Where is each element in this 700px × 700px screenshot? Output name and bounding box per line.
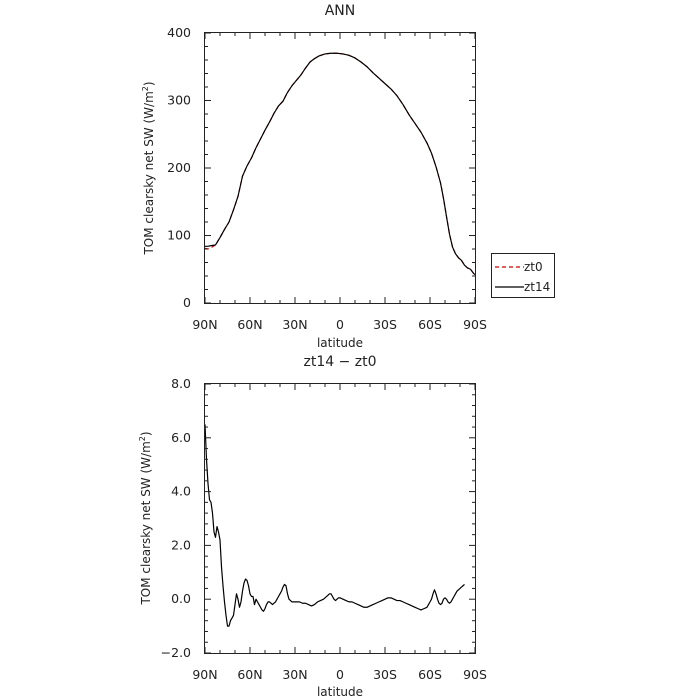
y-axis-label-superscript: 2 xyxy=(138,436,147,441)
y-axis-label-text: TOM clearsky net SW (W/m xyxy=(142,91,156,255)
x-tick-label: 0 xyxy=(336,317,344,332)
x-tick-label: 30N xyxy=(282,317,307,332)
y-axis-label: TOM clearsky net SW (W/m2) xyxy=(138,431,153,605)
x-tick-label: 0 xyxy=(336,667,344,682)
x-tick-label: 90S xyxy=(463,667,487,682)
y-tick-label: 2.0 xyxy=(171,537,191,552)
x-axis-label: latitude xyxy=(317,685,363,699)
x-tick-label: 30S xyxy=(373,667,397,682)
series-line-difference xyxy=(204,424,465,627)
ticks-group: 90N 60N 30N 0 30S 60S 90S −2.0 0.0 2.0 4.0 6.0 8.0 xyxy=(161,376,487,682)
x-tick-label: 60S xyxy=(418,317,442,332)
y-tick-label: 400 xyxy=(167,25,191,40)
x-tick-label: 60N xyxy=(237,317,262,332)
y-tick-label: 8.0 xyxy=(171,376,191,391)
y-tick-label: −2.0 xyxy=(161,645,191,660)
chart-annual-mean: ANN 90N 60N 30N 0 30S 60S 90S 0 100 200 300 400 lat… xyxy=(141,3,555,350)
x-tick-label: 90N xyxy=(192,667,217,682)
x-tick-label: 90S xyxy=(463,317,487,332)
y-tick-label: 4.0 xyxy=(171,484,191,499)
plot-frame xyxy=(204,383,476,654)
legend-box xyxy=(491,253,555,298)
y-tick-label: 100 xyxy=(167,228,191,243)
legend-label-zt14: zt14 xyxy=(524,280,550,294)
y-axis-label-close: ) xyxy=(139,431,153,436)
plot-frame xyxy=(204,32,476,304)
series-line-zt14 xyxy=(205,52,476,276)
y-tick-label: 300 xyxy=(167,93,191,108)
y-axis-label-close: ) xyxy=(142,81,156,86)
y-tick-label: 0 xyxy=(183,295,191,310)
y-tick-label: 0.0 xyxy=(171,591,191,606)
legend: zt0 zt14 xyxy=(491,253,555,298)
y-axis-label: TOM clearsky net SW (W/m2) xyxy=(141,81,156,255)
chart-difference: zt14 − zt0 90N 60N 30N 0 30S 60S 90S −2.0 0.0 2.0… xyxy=(138,354,487,699)
x-tick-label: 30S xyxy=(373,317,397,332)
x-axis-label: latitude xyxy=(317,336,363,350)
ticks-group: 90N 60N 30N 0 30S 60S 90S 0 100 200 300 400 xyxy=(167,25,487,332)
chart-title: ANN xyxy=(325,3,356,19)
x-tick-label: 30N xyxy=(282,667,307,682)
x-tick-label: 60S xyxy=(418,667,442,682)
y-axis-label-superscript: 2 xyxy=(141,86,150,91)
legend-label-zt0: zt0 xyxy=(524,260,543,274)
y-axis-label-text: TOM clearsky net SW (W/m xyxy=(139,441,153,605)
marks-group xyxy=(204,424,465,627)
x-tick-label: 60N xyxy=(237,667,262,682)
x-tick-label: 90N xyxy=(192,317,217,332)
marks-group xyxy=(204,52,476,276)
y-tick-label: 6.0 xyxy=(171,430,191,445)
chart-title: zt14 − zt0 xyxy=(303,354,376,370)
y-tick-label: 200 xyxy=(167,160,191,175)
